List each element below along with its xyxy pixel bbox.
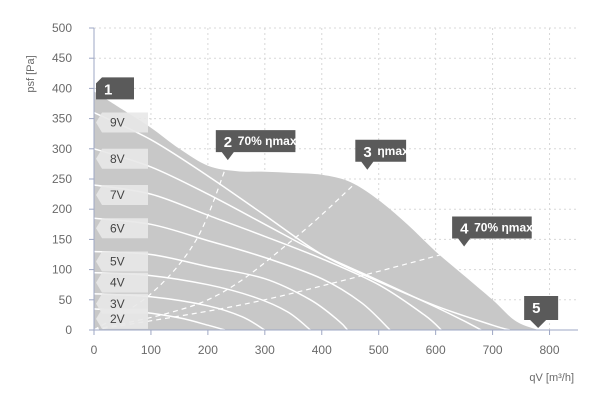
callout-text: 70% ηmax xyxy=(474,220,533,234)
y-axis-title: psf [Pa] xyxy=(25,55,37,92)
curve-label-text: 8V xyxy=(110,152,125,166)
callout-text: 70% ηmax xyxy=(238,134,297,148)
curve-label-2v: 2V xyxy=(96,308,148,329)
x-tick-label: 0 xyxy=(91,343,98,357)
callout-box xyxy=(215,130,296,161)
y-tick-label: 200 xyxy=(52,202,72,216)
curve-label-text: 7V xyxy=(110,188,125,202)
speed-curve-6v xyxy=(93,217,391,331)
y-tick-label: 400 xyxy=(52,81,72,95)
callout-box xyxy=(355,139,407,170)
x-tick-label: 100 xyxy=(141,343,161,357)
y-tick-label: 250 xyxy=(52,172,72,186)
curve-label-7v: 7V xyxy=(96,185,148,206)
curve-label-tag xyxy=(96,272,148,293)
curve-label-tag xyxy=(96,293,148,314)
x-tick-label: 300 xyxy=(255,343,275,357)
curve-label-text: 6V xyxy=(110,221,125,235)
operating-envelope xyxy=(94,91,539,330)
curve-label-text: 9V xyxy=(110,116,125,130)
callout-box xyxy=(96,77,134,100)
curve-label-tag xyxy=(96,308,148,329)
x-tick-label: 700 xyxy=(483,343,503,357)
envelope-layer xyxy=(94,91,539,330)
callout-box xyxy=(524,296,559,328)
callout-box xyxy=(452,216,532,247)
x-tick-label: 400 xyxy=(312,343,332,357)
callout-4: 4 70% ηmax xyxy=(452,216,533,247)
callout-number: 2 xyxy=(224,134,232,151)
curve-label-text: 5V xyxy=(110,254,125,268)
x-tick-label: 200 xyxy=(198,343,218,357)
curve-label-6v: 6V xyxy=(96,218,148,239)
curve-label-3v: 3V xyxy=(96,293,148,314)
y-tick-label: 450 xyxy=(52,51,72,65)
axis-layer: 0 50 100 150 200 250 300 350 400 450 500 0 100 200 300… xyxy=(52,21,578,357)
curve-label-4v: 4V xyxy=(96,272,148,293)
speed-curve-5v xyxy=(93,250,348,331)
x-tick-label: 500 xyxy=(369,343,389,357)
x-axis-title: qV [m³/h] xyxy=(529,372,574,384)
y-tick-label: 350 xyxy=(52,112,72,126)
speed-curve-8v xyxy=(93,148,482,331)
x-tick-label: 600 xyxy=(426,343,446,357)
y-tick-label: 300 xyxy=(52,142,72,156)
callout-number: 4 xyxy=(460,220,469,237)
callout-2: 2 70% ηmax xyxy=(215,130,297,161)
x-tick-label: 800 xyxy=(540,343,560,357)
curve-label-5v: 5V xyxy=(96,251,148,272)
curve-label-tag xyxy=(96,251,148,272)
curve-label-tag xyxy=(96,112,148,133)
curve-label-8v: 8V xyxy=(96,148,148,169)
callout-layer: 1 2 70% ηmax 3 ηmax 4 70% ηmax 5 xyxy=(96,77,559,328)
curve-label-text: 3V xyxy=(110,297,125,311)
callout-number: 5 xyxy=(532,300,540,317)
callout-1: 1 xyxy=(96,77,134,100)
efficiency-line-3 xyxy=(93,247,465,331)
y-tick-label: 100 xyxy=(52,263,72,277)
curve-label-tag xyxy=(96,185,148,206)
callout-5: 5 xyxy=(524,296,559,328)
callout-3: 3 ηmax xyxy=(355,139,409,170)
curve-label-text: 4V xyxy=(110,276,125,290)
y-tick-label: 150 xyxy=(52,232,72,246)
curve-label-tag xyxy=(96,148,148,169)
curve-label-tag xyxy=(96,218,148,239)
y-tick-label: 50 xyxy=(59,293,73,307)
curve-label-text: 2V xyxy=(110,312,125,326)
speed-curve-7v xyxy=(93,184,442,331)
y-tick-label: 0 xyxy=(65,323,72,337)
y-tick-label: 500 xyxy=(52,21,72,35)
callout-number: 1 xyxy=(104,81,112,98)
callout-text: ηmax xyxy=(377,144,409,158)
callout-number: 3 xyxy=(363,144,371,161)
efficiency-line-2 xyxy=(93,171,368,331)
curve-label-9v: 9V xyxy=(96,112,148,133)
